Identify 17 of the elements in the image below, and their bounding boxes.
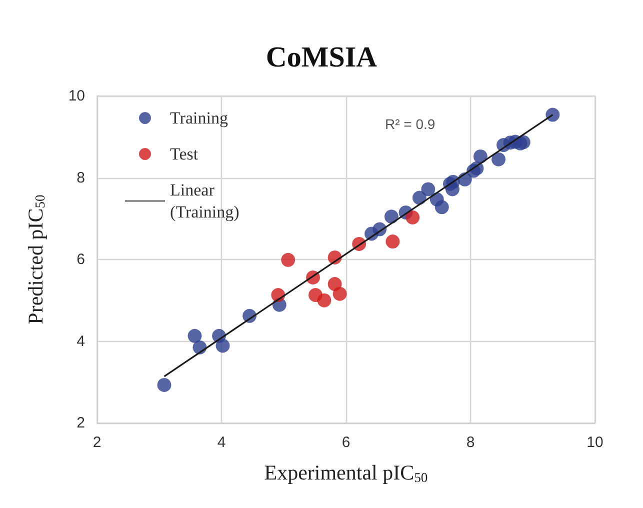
x-tick-label: 10 <box>586 434 604 451</box>
legend-label: Test <box>170 144 198 164</box>
legend-label: Training <box>170 108 228 128</box>
x-axis-title: Experimental pIC50 <box>264 460 428 485</box>
y-tick-label: 10 <box>68 88 85 104</box>
y-axis-title: Predicted pIC50 <box>23 194 48 324</box>
y-tick-label: 6 <box>76 251 85 268</box>
x-tick-label: 8 <box>466 434 475 451</box>
annotation: R² = 0.9 <box>385 116 436 132</box>
y-tick-label: 8 <box>76 169 85 186</box>
x-tick-label: 6 <box>342 434 350 451</box>
x-tick-label: 2 <box>92 434 102 451</box>
y-tick-label: 2 <box>76 414 85 432</box>
x-tick-label: 4 <box>217 434 226 451</box>
chart-title: CoMSIA <box>266 42 378 74</box>
y-tick-label: 4 <box>76 332 85 350</box>
legend-label: Linear (Training) <box>170 180 240 222</box>
